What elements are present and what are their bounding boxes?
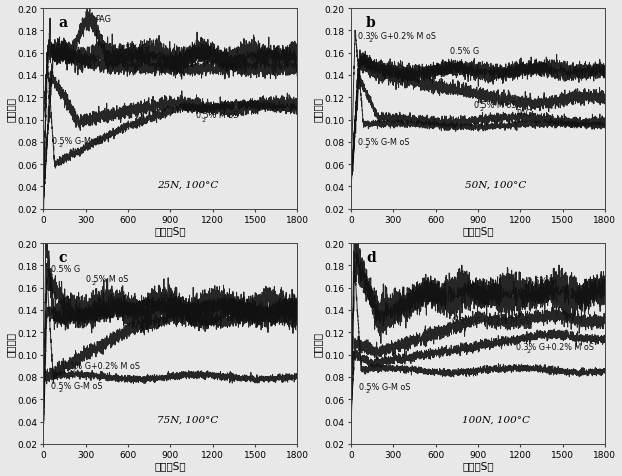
Text: 2: 2 bbox=[366, 388, 369, 394]
Text: 25N, 100°C: 25N, 100°C bbox=[157, 180, 219, 189]
Text: 100N, 100°C: 100N, 100°C bbox=[462, 415, 530, 424]
Text: PAG: PAG bbox=[466, 282, 483, 291]
Text: PAG: PAG bbox=[159, 293, 175, 302]
X-axis label: 时间（S）: 时间（S） bbox=[462, 226, 494, 236]
Y-axis label: 摩擦系数: 摩擦系数 bbox=[313, 97, 323, 122]
Text: 2: 2 bbox=[463, 323, 466, 328]
Text: 0.5% M oS: 0.5% M oS bbox=[474, 101, 516, 110]
Text: 2: 2 bbox=[72, 367, 76, 372]
Text: 0.3% G+0.2% M oS: 0.3% G+0.2% M oS bbox=[452, 317, 531, 326]
Text: 0.3% G+0.2% M oS: 0.3% G+0.2% M oS bbox=[358, 32, 436, 41]
Text: 2: 2 bbox=[91, 280, 95, 286]
Text: 0.5% G: 0.5% G bbox=[118, 44, 147, 53]
Text: c: c bbox=[58, 250, 67, 265]
Text: 0.5% G: 0.5% G bbox=[51, 265, 80, 274]
Text: 50N, 100°C: 50N, 100°C bbox=[465, 180, 526, 189]
Text: 0.5% M oS: 0.5% M oS bbox=[196, 111, 238, 120]
Text: 0.5% G: 0.5% G bbox=[450, 48, 479, 56]
Text: 2: 2 bbox=[526, 348, 530, 354]
Text: 0.3% G+0.2% M oS: 0.3% G+0.2% M oS bbox=[62, 361, 140, 370]
Text: 0.5% G-M oS: 0.5% G-M oS bbox=[51, 381, 103, 390]
Y-axis label: 摩擦系数: 摩擦系数 bbox=[6, 97, 16, 122]
Text: d: d bbox=[366, 250, 376, 265]
Text: PAG: PAG bbox=[516, 109, 532, 118]
Text: 0.5% M oS: 0.5% M oS bbox=[86, 274, 128, 283]
Y-axis label: 摩擦系数: 摩擦系数 bbox=[313, 331, 323, 356]
X-axis label: 时间（S）: 时间（S） bbox=[462, 460, 494, 470]
Text: PAG: PAG bbox=[96, 15, 111, 23]
Y-axis label: 摩擦系数: 摩擦系数 bbox=[6, 331, 16, 356]
Text: 0.5% G: 0.5% G bbox=[527, 277, 557, 285]
Text: a: a bbox=[58, 16, 68, 30]
Text: 2: 2 bbox=[58, 387, 62, 392]
Text: 2: 2 bbox=[202, 117, 205, 122]
Text: 0.5% G-M oS: 0.5% G-M oS bbox=[358, 138, 409, 147]
X-axis label: 时间（S）: 时间（S） bbox=[154, 460, 186, 470]
Text: 0.5% G-M oS: 0.5% G-M oS bbox=[52, 137, 103, 145]
Text: 2: 2 bbox=[365, 144, 369, 149]
Text: 75N, 100°C: 75N, 100°C bbox=[157, 415, 219, 424]
X-axis label: 时间（S）: 时间（S） bbox=[154, 226, 186, 236]
Text: 2: 2 bbox=[114, 60, 118, 66]
Text: b: b bbox=[366, 16, 376, 30]
Text: 0.3% G+0.2% M oS: 0.3% G+0.2% M oS bbox=[516, 342, 594, 351]
Text: 2: 2 bbox=[368, 38, 372, 43]
Text: 0.3% G+0.2% M oS: 0.3% G+0.2% M oS bbox=[104, 54, 182, 63]
Text: 2: 2 bbox=[58, 143, 63, 148]
Text: 2: 2 bbox=[480, 107, 483, 112]
Text: 0.5% G-M oS: 0.5% G-M oS bbox=[359, 382, 410, 391]
